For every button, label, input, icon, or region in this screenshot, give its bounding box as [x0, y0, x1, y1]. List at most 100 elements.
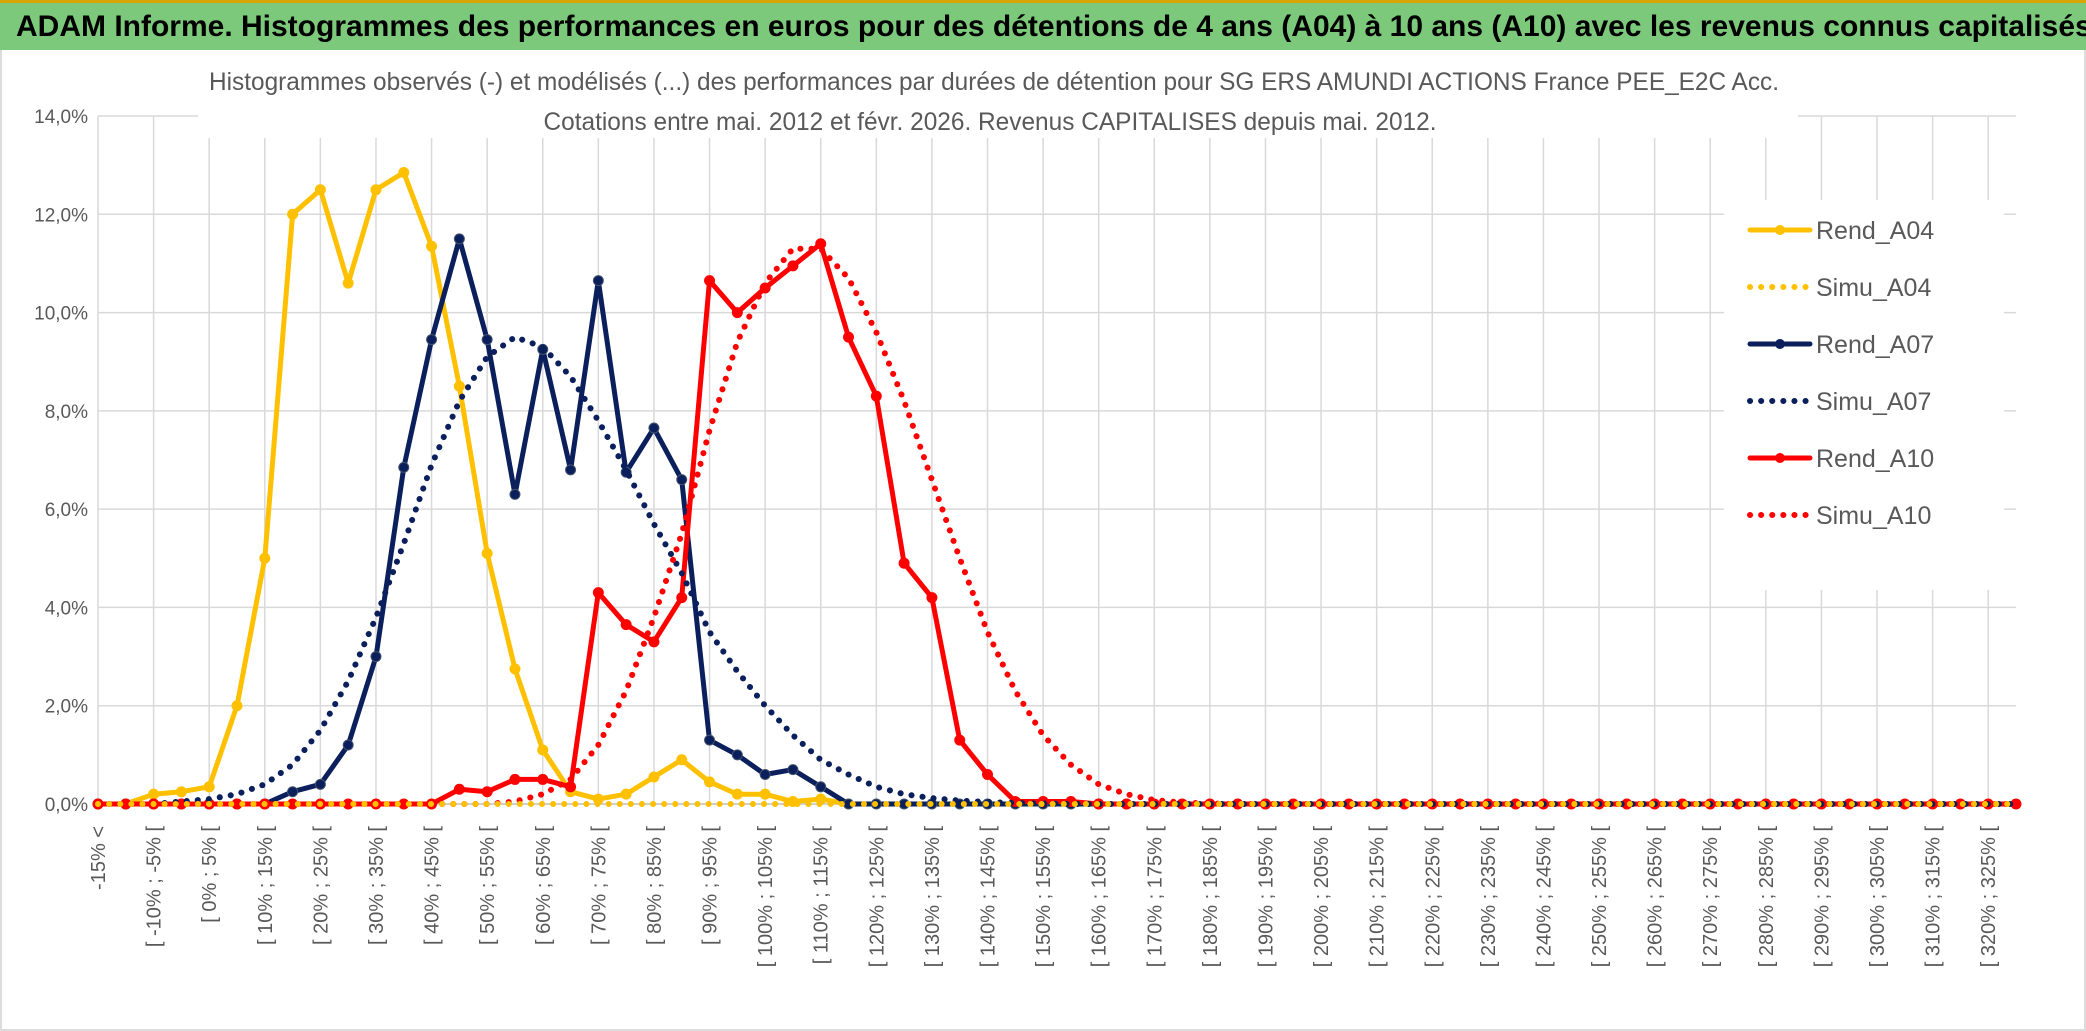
data-point-rend-a04	[259, 552, 271, 564]
data-point-rend-a10	[620, 619, 632, 631]
data-point-rend-a10	[481, 786, 493, 798]
data-point-rend-a07	[453, 233, 465, 245]
x-tick-label: [ 20% ; 25% [	[310, 826, 332, 945]
x-tick-label: [ 260% ; 265% [	[1645, 826, 1667, 968]
data-point-rend-a04	[509, 663, 521, 675]
x-tick-label: [ 170% ; 175% [	[1144, 826, 1166, 968]
data-point-rend-a10	[815, 238, 827, 250]
legend-marker	[1775, 225, 1785, 235]
x-tick-label: [ 70% ; 75% [	[588, 826, 610, 945]
x-tick-label: [ 0% ; 5% [	[199, 826, 221, 923]
data-point-rend-a07	[704, 734, 716, 746]
data-point-rend-a10	[982, 769, 994, 781]
x-tick-label: [ 180% ; 185% [	[1200, 826, 1222, 968]
data-point-rend-a04	[704, 776, 716, 788]
data-point-rend-a10	[676, 592, 688, 604]
data-point-rend-a10	[870, 390, 882, 402]
x-tick-label: [ 320% ; 325% [	[1978, 826, 2000, 968]
data-point-rend-a07	[787, 764, 799, 776]
data-point-rend-a10	[898, 557, 910, 569]
chart-title-line-2: Cotations entre mai. 2012 et févr. 2026.…	[544, 108, 1437, 136]
y-tick-label: 4,0%	[45, 598, 88, 619]
data-point-rend-a04	[426, 240, 438, 252]
legend-marker	[1775, 339, 1785, 349]
data-point-rend-a04	[648, 771, 660, 783]
data-point-rend-a04	[148, 788, 160, 800]
data-point-rend-a10	[509, 773, 521, 785]
x-tick-label: [ 280% ; 285% [	[1756, 826, 1778, 968]
chart-title-line-1: Histogrammes observés (-) et modélisés (…	[209, 68, 1779, 96]
data-point-rend-a07	[731, 749, 743, 761]
legend-label: Simu_A10	[1816, 502, 1931, 530]
x-tick-label: [ 30% ; 35% [	[366, 826, 388, 945]
data-point-rend-a07	[481, 334, 493, 346]
data-point-rend-a07	[565, 464, 577, 476]
data-point-rend-a04	[676, 754, 688, 766]
x-tick-label: [ 110% ; 115% [	[811, 826, 833, 965]
data-point-rend-a04	[370, 184, 382, 196]
data-point-rend-a07	[287, 786, 299, 798]
x-tick-label: [ 250% ; 255% [	[1589, 826, 1611, 968]
data-point-rend-a04	[453, 380, 465, 392]
x-tick-label: [ 240% ; 245% [	[1533, 826, 1555, 968]
data-point-rend-a04	[620, 788, 632, 800]
x-tick-label: [ 150% ; 155% [	[1033, 826, 1055, 968]
data-point-rend-a07	[509, 488, 521, 500]
legend-label: Simu_A04	[1816, 274, 1931, 302]
chart-frame: 0,0% 2,0% 4,0% 6,0% 8,0% 10,0% 12,0% 14,0% -15% …	[0, 50, 2086, 1031]
data-point-rend-a10	[592, 587, 604, 599]
x-tick-label: [ 270% ; 275% [	[1700, 826, 1722, 968]
x-tick-label: [ 230% ; 235% [	[1478, 826, 1500, 968]
data-point-rend-a04	[175, 786, 187, 798]
data-point-rend-a10	[954, 734, 966, 746]
data-point-rend-a04	[537, 744, 549, 756]
data-point-rend-a07	[648, 422, 660, 434]
x-tick-label: [ 60% ; 65% [	[533, 826, 555, 945]
data-point-rend-a04	[731, 788, 743, 800]
chart-title-box	[198, 54, 1798, 138]
legend-label: Rend_A10	[1816, 445, 1934, 473]
y-tick-label: 14,0%	[34, 107, 88, 128]
x-tick-label: [ 120% ; 125% [	[866, 826, 888, 968]
x-tick-label: [ 190% ; 195% [	[1255, 826, 1277, 968]
x-tick-label: [ 300% ; 305% [	[1867, 826, 1889, 968]
data-point-rend-a04	[231, 700, 243, 712]
x-tick-label: [ 310% ; 315% [	[1923, 826, 1945, 968]
legend-label: Simu_A07	[1816, 388, 1931, 416]
data-point-rend-a10	[731, 307, 743, 319]
data-point-rend-a10	[926, 592, 938, 604]
x-tick-label: [ 50% ; 55% [	[477, 826, 499, 945]
data-point-rend-a04	[759, 788, 771, 800]
y-tick-label: 6,0%	[45, 500, 88, 521]
data-point-rend-a07	[676, 474, 688, 486]
performance-histogram-chart: 0,0% 2,0% 4,0% 6,0% 8,0% 10,0% 12,0% 14,0% -15% …	[34, 54, 2022, 968]
x-tick-label: [ 40% ; 45% [	[422, 826, 444, 945]
x-tick-label: [ 140% ; 145% [	[978, 826, 1000, 968]
legend-box	[1724, 200, 2004, 590]
data-point-rend-a10	[648, 636, 660, 648]
x-tick-label: [ 220% ; 225% [	[1422, 826, 1444, 968]
data-point-rend-a07	[398, 461, 410, 473]
x-tick-label: [ 210% ; 215% [	[1367, 826, 1389, 968]
data-point-rend-a04	[342, 277, 354, 289]
y-tick-label: 0,0%	[45, 795, 88, 816]
legend-label: Rend_A04	[1816, 217, 1934, 245]
y-tick-label: 2,0%	[45, 697, 88, 718]
data-point-rend-a07	[759, 769, 771, 781]
legend-label: Rend_A07	[1816, 331, 1934, 359]
data-point-rend-a07	[342, 739, 354, 751]
y-tick-label: 12,0%	[34, 205, 88, 226]
x-tick-label: [ 290% ; 295% [	[1811, 826, 1833, 968]
y-tick-label: 8,0%	[45, 402, 88, 423]
data-point-rend-a04	[203, 781, 215, 793]
x-tick-label: -15% <	[88, 826, 110, 890]
data-point-rend-a10	[843, 331, 855, 343]
data-point-rend-a04	[314, 184, 326, 196]
data-point-rend-a10	[704, 275, 716, 287]
report-banner: ADAM Informe. Histogrammes des performan…	[0, 0, 2086, 50]
x-tick-label: [ 10% ; 15% [	[255, 826, 277, 945]
data-point-rend-a04	[287, 208, 299, 220]
data-point-rend-a04	[481, 547, 493, 559]
y-tick-label: 10,0%	[34, 304, 88, 325]
x-tick-label: [ 90% ; 95% [	[700, 826, 722, 945]
